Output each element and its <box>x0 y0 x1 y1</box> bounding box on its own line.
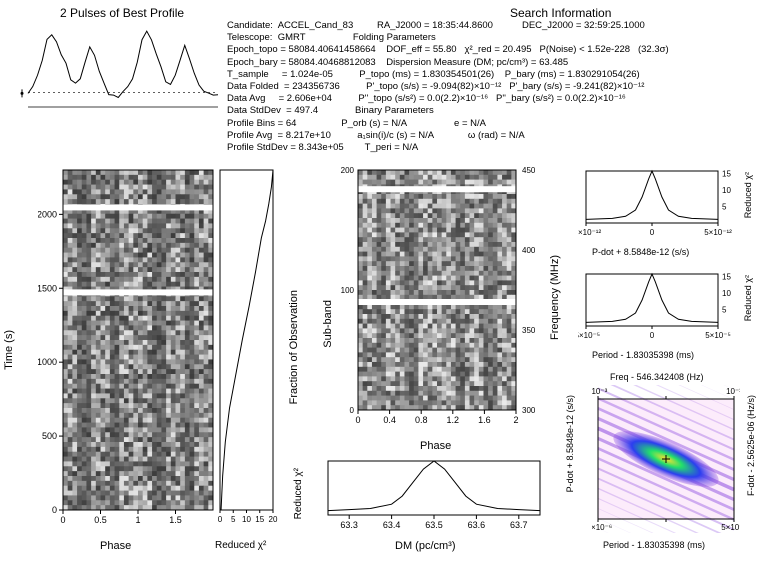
svg-text:0: 0 <box>650 331 655 340</box>
svg-text:300: 300 <box>522 406 536 415</box>
freqmap-plot: -10⁻³ 10⁻³ -5×10⁻⁶ 5×10⁻⁶ <box>592 385 740 533</box>
svg-text:400: 400 <box>522 246 536 255</box>
header-row: Epoch_bary = 58084.40468812083 Dispersio… <box>227 57 755 69</box>
svg-text:0: 0 <box>218 515 223 524</box>
profile-plot <box>18 22 223 117</box>
svg-text:2: 2 <box>513 415 518 425</box>
svg-text:-5×10⁻¹²: -5×10⁻¹² <box>578 228 601 237</box>
svg-text:1.6: 1.6 <box>478 415 491 425</box>
period-plot: -5×10⁻⁵ 0 5×10⁻⁵ 5 10 15 <box>578 268 738 346</box>
freqmap-xlabel: Period - 1.83035398 (ms) <box>603 540 705 550</box>
header-row: Candidate: ACCEL_Cand_83 RA_J2000 = 18:3… <box>227 20 755 32</box>
svg-text:1.5: 1.5 <box>169 515 182 525</box>
header-row: Data Folded = 234356736 P'_topo (s/s) = … <box>227 81 755 93</box>
pdot-ylabel: Reduced χ² <box>743 172 753 218</box>
redchi2-label: Reduced χ² <box>215 540 266 551</box>
dm-ylabel: Reduced χ² <box>293 468 304 519</box>
svg-text:5: 5 <box>231 515 236 524</box>
freqmap-yleft: P-dot + 8.5848e-12 (s/s) <box>565 395 575 492</box>
svg-text:0: 0 <box>650 228 655 237</box>
svg-text:63.5: 63.5 <box>425 520 443 530</box>
svg-text:5×10⁻¹²: 5×10⁻¹² <box>704 228 732 237</box>
svg-text:63.6: 63.6 <box>468 520 486 530</box>
svg-text:0: 0 <box>350 406 355 415</box>
svg-text:-5×10⁻⁵: -5×10⁻⁵ <box>578 331 600 340</box>
svg-text:1000: 1000 <box>38 357 57 367</box>
svg-text:63.4: 63.4 <box>383 520 401 530</box>
svg-text:1500: 1500 <box>38 283 57 293</box>
header-row: Profile Avg = 8.217e+10 a₁sin(i)/c (s) =… <box>227 130 755 142</box>
svg-text:63.3: 63.3 <box>340 520 358 530</box>
svg-text:10: 10 <box>242 515 251 524</box>
svg-text:5: 5 <box>722 306 727 315</box>
time-axis-label: Time (s) <box>3 330 15 370</box>
header-row: Epoch_topo = 58084.40641458664 DOF_eff =… <box>227 44 755 56</box>
svg-text:100: 100 <box>341 286 355 295</box>
subband-phase-label: Phase <box>420 440 451 452</box>
svg-text:15: 15 <box>255 515 264 524</box>
header-row: Telescope: GMRT Folding Parameters <box>227 32 755 44</box>
svg-text:5: 5 <box>722 203 727 212</box>
svg-text:350: 350 <box>522 326 536 335</box>
header-block: Candidate: ACCEL_Cand_83 RA_J2000 = 18:3… <box>227 20 755 154</box>
svg-text:5×10⁻⁵: 5×10⁻⁵ <box>705 331 731 340</box>
svg-text:-10⁻³: -10⁻³ <box>592 387 608 396</box>
svg-text:1.2: 1.2 <box>447 415 460 425</box>
freqmap-yright: F-dot - 2.5625e-06 (Hz/s) <box>746 395 756 496</box>
svg-text:-5×10⁻⁶: -5×10⁻⁶ <box>592 523 612 532</box>
period-ylabel: Reduced χ² <box>743 275 753 321</box>
header-row: T_sample = 1.024e-05 P_topo (ms) = 1.830… <box>227 69 755 81</box>
svg-text:0.4: 0.4 <box>383 415 396 425</box>
svg-text:200: 200 <box>341 166 355 175</box>
svg-text:10: 10 <box>722 289 731 298</box>
freqmap-top-label: Freq - 546.342408 (Hz) <box>610 372 704 382</box>
svg-text:5×10⁻⁶: 5×10⁻⁶ <box>721 523 740 532</box>
time-phase-plot: 0 500 1000 1500 2000 0 0.5 1 1.5 <box>38 165 218 535</box>
svg-text:10⁻³: 10⁻³ <box>726 387 740 396</box>
svg-text:1: 1 <box>135 515 140 525</box>
svg-text:63.7: 63.7 <box>510 520 528 530</box>
svg-text:15: 15 <box>722 273 731 282</box>
header-row: Data Avg = 2.606e+04 P''_topo (s/s²) = 0… <box>227 93 755 105</box>
pdot-plot: -5×10⁻¹² 0 5×10⁻¹² 5 10 15 <box>578 165 738 243</box>
svg-text:2000: 2000 <box>38 209 57 219</box>
header-row: Profile Bins = 64 P_orb (s) = N/A e = N/… <box>227 118 755 130</box>
subband-plot: 0 0.4 0.8 1.2 1.6 2 0 100 200 300 350 400 450 <box>340 165 540 435</box>
svg-text:500: 500 <box>42 431 57 441</box>
period-xlabel: Period - 1.83035398 (ms) <box>592 350 694 360</box>
pdot-xlabel: P-dot + 8.5848e-12 (s/s) <box>592 247 689 257</box>
svg-text:0.5: 0.5 <box>94 515 107 525</box>
dm-xlabel: DM (pc/cm³) <box>395 540 456 552</box>
reduced-chi2-time: 20 15 10 50 <box>218 165 278 535</box>
header-row: Data StdDev = 497.4 Binary Parameters <box>227 105 755 117</box>
frac-obs-label: Fraction of Observation <box>288 290 300 404</box>
search-info-title: Search Information <box>510 6 611 20</box>
subband-label: Sub-band <box>322 300 334 348</box>
svg-text:0.8: 0.8 <box>415 415 428 425</box>
svg-text:0: 0 <box>355 415 360 425</box>
svg-text:0: 0 <box>60 515 65 525</box>
profile-title: 2 Pulses of Best Profile <box>60 6 184 20</box>
svg-text:450: 450 <box>522 166 536 175</box>
svg-text:10: 10 <box>722 186 731 195</box>
svg-text:15: 15 <box>722 170 731 179</box>
phase-axis-label: Phase <box>100 540 131 552</box>
freq-label: Frequency (MHz) <box>549 255 561 340</box>
dm-plot: 63.3 63.4 63.5 63.6 63.7 <box>318 455 546 537</box>
header-row: Profile StdDev = 8.343e+05 T_peri = N/A <box>227 142 755 154</box>
svg-text:0: 0 <box>52 505 57 515</box>
svg-text:20: 20 <box>269 515 278 524</box>
